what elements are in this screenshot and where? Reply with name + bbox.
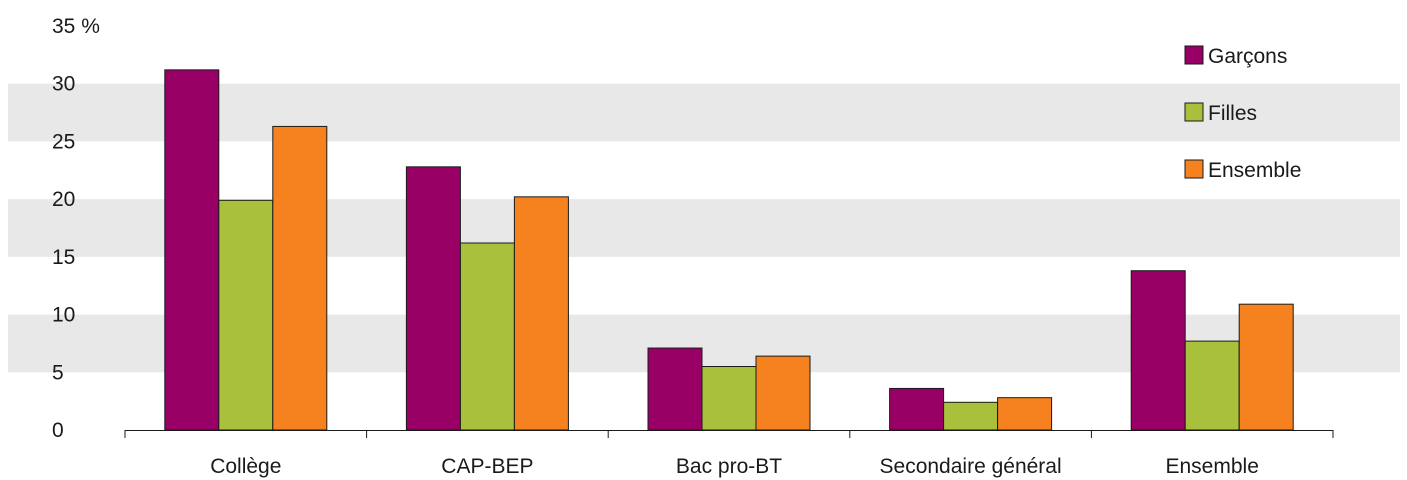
y-tick-label: 25 <box>52 130 75 153</box>
legend-label: Garçons <box>1208 45 1287 68</box>
bar-ensemble-0 <box>272 125 328 431</box>
bar-garçons-3 <box>889 387 945 431</box>
bar-filles-1 <box>459 242 515 431</box>
bar-ensemble-3 <box>997 397 1053 431</box>
bar-garçons-0 <box>164 69 220 431</box>
y-tick-label: 5 <box>52 361 64 384</box>
bar-ensemble-2 <box>755 355 811 431</box>
y-tick-label: 30 <box>52 73 75 96</box>
bar-filles-3 <box>943 401 999 431</box>
grid-band <box>8 83 1400 142</box>
x-category-label: CAP-BEP <box>441 455 533 478</box>
legend-label: Filles <box>1208 102 1257 125</box>
y-tick-label: 10 <box>52 304 75 327</box>
bar-garçons-4 <box>1130 270 1186 431</box>
legend-swatch <box>1184 45 1204 65</box>
y-axis: 0 5 10 15 20 25 30 35 % <box>52 15 100 442</box>
bars <box>164 69 1294 431</box>
bar-ensemble-1 <box>513 196 569 431</box>
y-tick-label: 20 <box>52 188 75 211</box>
x-axis: Collège CAP-BEP Bac pro-BT Secondaire génér… <box>124 430 1334 478</box>
legend-swatch <box>1184 102 1204 122</box>
x-category-label: Secondaire général <box>880 455 1062 478</box>
y-tick-label: 15 <box>52 246 75 269</box>
x-category-label: Collège <box>210 455 281 478</box>
x-category-label: Ensemble <box>1166 455 1259 478</box>
bar-filles-4 <box>1184 340 1240 431</box>
bar-garçons-1 <box>405 166 461 431</box>
legend-label: Ensemble <box>1208 159 1301 182</box>
legend: Garçons Filles Ensemble <box>1184 45 1301 182</box>
y-tick-label: 0 <box>52 419 64 442</box>
bar-garçons-2 <box>647 347 703 431</box>
legend-swatch <box>1184 159 1204 179</box>
x-category-label: Bac pro-BT <box>676 455 782 478</box>
bar-filles-2 <box>701 366 757 431</box>
y-tick-label: 35 % <box>52 15 100 38</box>
bar-ensemble-4 <box>1238 303 1294 431</box>
bar-filles-0 <box>218 199 274 431</box>
